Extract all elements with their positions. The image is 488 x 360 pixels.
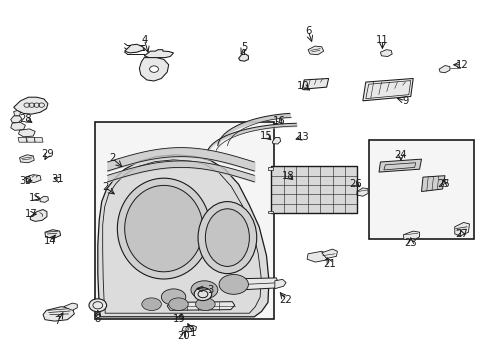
Text: 25: 25 — [437, 179, 449, 189]
Polygon shape — [45, 230, 61, 238]
Bar — [95, 122, 273, 319]
Polygon shape — [454, 222, 468, 236]
Ellipse shape — [219, 274, 248, 294]
Polygon shape — [403, 231, 419, 240]
Polygon shape — [43, 307, 74, 321]
Text: 26: 26 — [348, 179, 361, 189]
Ellipse shape — [198, 202, 256, 274]
Polygon shape — [274, 279, 285, 289]
Polygon shape — [378, 159, 421, 172]
Text: 31: 31 — [51, 174, 64, 184]
Polygon shape — [356, 188, 367, 196]
Ellipse shape — [142, 298, 161, 310]
Text: 28: 28 — [19, 114, 32, 124]
Bar — [368, 140, 473, 239]
Polygon shape — [167, 302, 234, 310]
Polygon shape — [438, 66, 449, 73]
Text: 27: 27 — [455, 229, 468, 239]
Text: 15: 15 — [260, 131, 272, 141]
Text: 9: 9 — [402, 96, 408, 106]
Text: 11: 11 — [375, 35, 388, 45]
Circle shape — [89, 299, 106, 312]
Polygon shape — [63, 303, 77, 310]
Polygon shape — [272, 138, 280, 144]
Polygon shape — [182, 325, 196, 332]
Polygon shape — [302, 78, 328, 89]
Text: 6: 6 — [304, 26, 311, 36]
Polygon shape — [306, 251, 328, 262]
Polygon shape — [98, 155, 268, 317]
Polygon shape — [124, 44, 144, 53]
Polygon shape — [11, 122, 25, 130]
Text: 17: 17 — [24, 209, 37, 219]
Ellipse shape — [168, 298, 188, 310]
Polygon shape — [442, 179, 447, 184]
Text: 16: 16 — [273, 116, 285, 126]
Text: 18: 18 — [282, 171, 294, 181]
Polygon shape — [139, 58, 168, 81]
Ellipse shape — [205, 209, 249, 266]
Polygon shape — [19, 129, 35, 137]
Polygon shape — [34, 138, 43, 142]
Text: 12: 12 — [455, 60, 468, 70]
Text: 13: 13 — [296, 132, 309, 142]
Text: 24: 24 — [394, 150, 407, 160]
Text: 14: 14 — [44, 236, 57, 246]
Text: 10: 10 — [296, 81, 309, 91]
Bar — [271, 166, 356, 213]
Text: 20: 20 — [177, 330, 189, 341]
Polygon shape — [25, 175, 41, 183]
Polygon shape — [18, 138, 27, 142]
Polygon shape — [26, 138, 35, 142]
Ellipse shape — [161, 289, 185, 305]
Polygon shape — [321, 249, 337, 258]
Ellipse shape — [195, 298, 215, 310]
Polygon shape — [20, 155, 34, 163]
Text: 4: 4 — [141, 35, 147, 45]
Bar — [271, 166, 356, 213]
Text: 2: 2 — [109, 153, 116, 163]
Circle shape — [149, 66, 158, 72]
Polygon shape — [362, 78, 412, 101]
Polygon shape — [380, 50, 391, 57]
Text: 8: 8 — [95, 314, 101, 324]
Text: 7: 7 — [54, 316, 61, 326]
Polygon shape — [144, 50, 173, 58]
Polygon shape — [14, 111, 20, 116]
Text: 3: 3 — [207, 285, 213, 295]
Polygon shape — [307, 46, 323, 55]
Polygon shape — [238, 278, 278, 290]
Polygon shape — [267, 211, 272, 213]
Circle shape — [194, 288, 211, 301]
Ellipse shape — [124, 185, 203, 272]
Ellipse shape — [117, 178, 210, 279]
Text: 21: 21 — [323, 258, 336, 269]
Text: 29: 29 — [41, 149, 54, 159]
Ellipse shape — [190, 281, 217, 299]
Text: 30: 30 — [19, 176, 32, 186]
Polygon shape — [267, 167, 272, 170]
Polygon shape — [421, 176, 444, 192]
Text: 5: 5 — [241, 42, 247, 52]
Text: 19: 19 — [173, 314, 185, 324]
Text: 23: 23 — [404, 238, 416, 248]
Polygon shape — [30, 210, 47, 221]
Text: 1: 1 — [189, 328, 196, 338]
Polygon shape — [11, 116, 22, 122]
Polygon shape — [40, 196, 48, 202]
Text: 2: 2 — [102, 182, 108, 192]
Text: 15: 15 — [29, 193, 42, 203]
Polygon shape — [238, 54, 248, 61]
Text: 22: 22 — [279, 294, 292, 305]
Polygon shape — [14, 97, 48, 114]
